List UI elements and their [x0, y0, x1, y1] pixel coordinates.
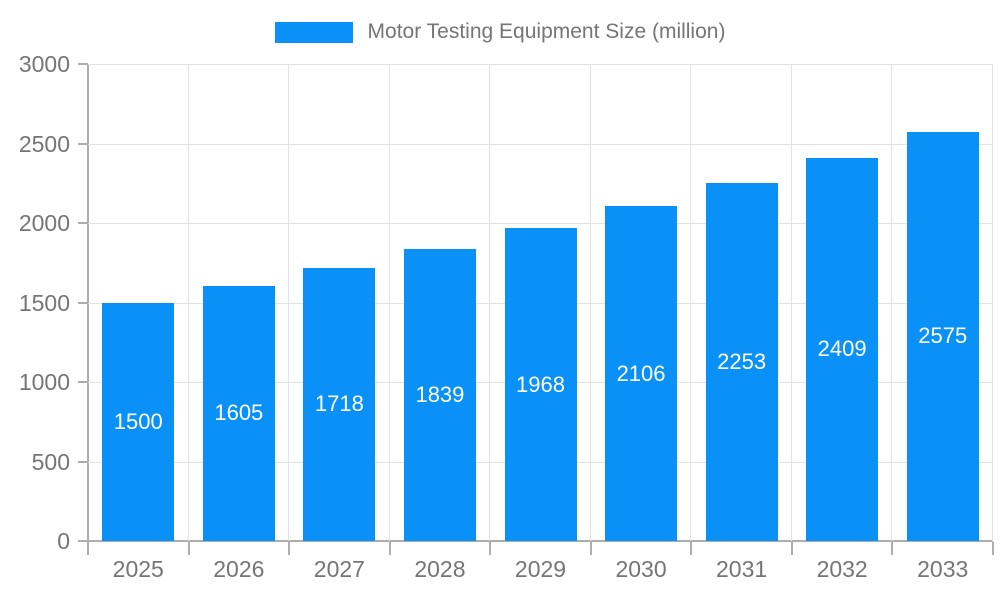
x-tick-label: 2030 — [615, 556, 667, 582]
gridline-vertical — [791, 64, 792, 541]
y-axis-tick — [78, 301, 88, 304]
bar-value-label: 1500 — [113, 408, 163, 434]
bar-2026[interactable]: 1605 — [202, 285, 275, 541]
gridline-vertical — [590, 64, 591, 541]
y-tick-label: 3000 — [18, 51, 70, 77]
gridline-vertical — [690, 64, 691, 541]
y-axis-tick — [78, 381, 88, 383]
gridline-horizontal — [88, 143, 993, 145]
bar-2027[interactable]: 1718 — [303, 267, 376, 541]
legend[interactable]: Motor Testing Equipment Size (million) — [0, 20, 1000, 44]
y-axis-tick — [78, 540, 88, 542]
x-axis-tick — [188, 542, 190, 555]
y-tick-label: 2000 — [18, 210, 70, 236]
legend-swatch-icon — [274, 21, 353, 43]
x-axis-tick — [992, 542, 994, 555]
bar-value-label: 1968 — [516, 371, 565, 397]
gridline-horizontal — [88, 223, 993, 224]
bar-value-label: 2575 — [918, 323, 968, 349]
bar-2031[interactable]: 2253 — [705, 182, 778, 541]
x-axis-tick — [87, 542, 89, 555]
x-axis-tick — [489, 542, 491, 555]
y-tick-label: 500 — [31, 448, 70, 475]
y-axis-tick — [78, 142, 88, 145]
bar-value-label: 2409 — [817, 336, 867, 362]
gridline-vertical — [389, 64, 390, 541]
x-axis-line — [88, 540, 993, 542]
bar-2032[interactable]: 2409 — [806, 157, 879, 541]
gridline-vertical — [288, 64, 289, 541]
legend-label: Motor Testing Equipment Size (million) — [367, 20, 726, 43]
x-tick-label: 2026 — [213, 556, 265, 582]
y-axis-tick — [78, 460, 88, 463]
bar-value-label: 2253 — [717, 348, 767, 374]
x-tick-label: 2028 — [414, 556, 466, 582]
y-tick-label: 2500 — [18, 130, 70, 157]
gridline-vertical — [992, 64, 993, 541]
plot-area: 1500 1605 1718 1839 1968 2106 2253 2409 2575 — [88, 64, 993, 541]
x-axis-tick — [288, 542, 290, 555]
gridline-horizontal — [88, 64, 993, 65]
bar-2028[interactable]: 1839 — [403, 248, 476, 541]
bar-value-label: 1718 — [314, 391, 364, 417]
y-tick-label: 1000 — [18, 369, 70, 395]
y-axis-tick — [78, 222, 88, 224]
bar-value-label: 2106 — [616, 360, 666, 386]
x-axis-tick — [791, 542, 793, 555]
x-axis-tick — [389, 542, 391, 555]
x-tick-label: 2025 — [112, 556, 164, 582]
bar-2025[interactable]: 1500 — [102, 302, 175, 541]
bar-value-label: 1605 — [214, 400, 264, 426]
bar-2030[interactable]: 2106 — [605, 206, 678, 541]
x-axis-tick — [690, 542, 692, 555]
y-tick-label: 1500 — [18, 289, 70, 316]
bar-value-label: 1839 — [415, 381, 465, 407]
bar-2029[interactable]: 1968 — [504, 228, 577, 541]
x-axis-tick — [590, 542, 592, 555]
gridline-vertical — [188, 64, 189, 541]
x-tick-label: 2029 — [514, 556, 567, 582]
x-axis-tick — [891, 542, 893, 555]
gridline-vertical — [489, 64, 490, 541]
x-tick-label: 2031 — [716, 556, 768, 582]
bar-2033[interactable]: 2575 — [906, 131, 979, 541]
gridline-vertical — [891, 64, 892, 541]
x-tick-label: 2027 — [313, 556, 365, 582]
y-tick-label: 0 — [57, 528, 70, 554]
y-axis-tick — [78, 63, 88, 65]
x-tick-label: 2033 — [917, 556, 969, 582]
x-tick-label: 2032 — [816, 556, 868, 582]
